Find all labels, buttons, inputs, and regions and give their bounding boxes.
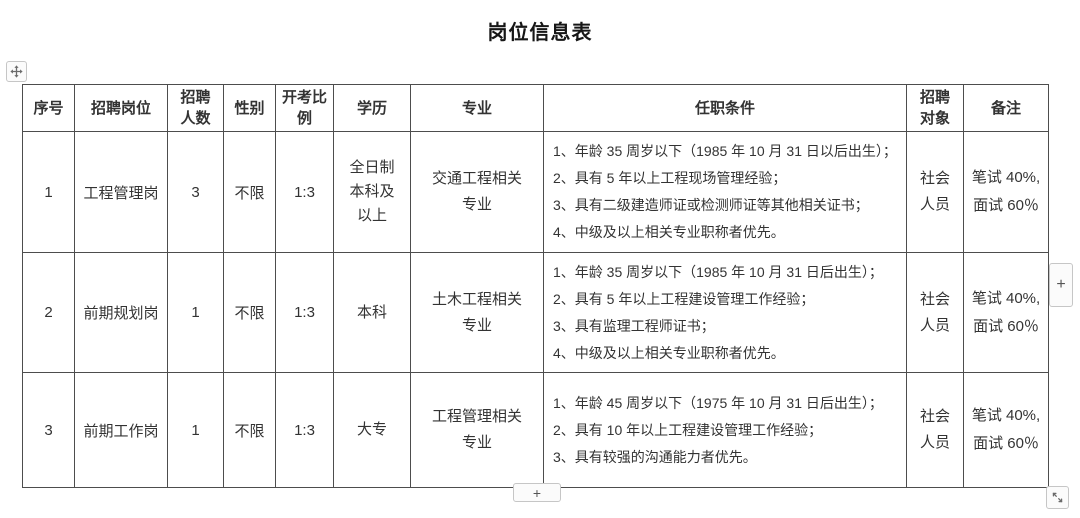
condition-line: 2、具有 5 年以上工程现场管理经验； (553, 170, 787, 186)
cell-position[interactable]: 前期工作岗 (74, 372, 168, 488)
cell-gender[interactable]: 不限 (223, 131, 276, 253)
page-title: 岗位信息表 (487, 22, 593, 44)
plus-icon: + (532, 484, 542, 501)
table-row: 2 前期规划岗 1 不限 1:3 本科 土木工程相关专业 1、年龄 35 周岁以… (22, 252, 1049, 373)
header-target[interactable]: 招聘对象 (906, 84, 964, 132)
cell-major[interactable]: 工程管理相关专业 (410, 372, 544, 488)
header-major[interactable]: 专业 (410, 84, 544, 132)
header-ratio[interactable]: 开考比例 (275, 84, 334, 132)
cell-ratio[interactable]: 1:3 (275, 252, 334, 373)
cell-conditions[interactable]: 1、年龄 35 周岁以下（1985 年 10 月 31 日后出生）； 2、具有 … (543, 252, 907, 373)
cell-education[interactable]: 全日制本科及以上 (333, 131, 411, 253)
cell-seq[interactable]: 1 (22, 131, 75, 253)
cell-count[interactable]: 3 (167, 131, 224, 253)
cell-target[interactable]: 社会人员 (906, 252, 964, 373)
header-row: 序号 招聘岗位 招聘人数 性别 开考比例 学历 专业 任职条件 招聘对象 备注 (22, 84, 1049, 132)
cell-seq[interactable]: 2 (22, 252, 75, 373)
cell-major[interactable]: 交通工程相关专业 (410, 131, 544, 253)
cell-target[interactable]: 社会人员 (906, 131, 964, 253)
cell-major[interactable]: 土木工程相关专业 (410, 252, 544, 373)
cell-conditions[interactable]: 1、年龄 45 周岁以下（1975 年 10 月 31 日后出生）； 2、具有 … (543, 372, 907, 488)
header-position[interactable]: 招聘岗位 (74, 84, 168, 132)
diagonal-resize-icon (1051, 491, 1064, 504)
condition-line: 1、年龄 35 周岁以下（1985 年 10 月 31 日以后出生）； (553, 143, 897, 159)
cell-gender[interactable]: 不限 (223, 252, 276, 373)
table-resize-handle[interactable] (1046, 486, 1069, 509)
cell-conditions[interactable]: 1、年龄 35 周岁以下（1985 年 10 月 31 日以后出生）； 2、具有… (543, 131, 907, 253)
table-row: 3 前期工作岗 1 不限 1:3 大专 工程管理相关专业 1、年龄 45 周岁以… (22, 372, 1049, 488)
condition-line: 3、具有较强的沟通能力者优先。 (553, 448, 757, 465)
cell-education[interactable]: 本科 (333, 252, 411, 373)
header-seq[interactable]: 序号 (22, 84, 75, 132)
job-info-table: 序号 招聘岗位 招聘人数 性别 开考比例 学历 专业 任职条件 招聘对象 备注 … (22, 84, 1049, 488)
condition-line: 4、中级及以上相关专业职称者优先。 (553, 224, 785, 240)
add-column-button[interactable]: + (1049, 263, 1073, 307)
condition-line: 1、年龄 35 周岁以下（1985 年 10 月 31 日后出生）； (553, 263, 883, 280)
cell-note[interactable]: 笔试 40%, 面试 60％ (963, 131, 1049, 253)
move-cross-icon (10, 65, 23, 78)
table-row: 1 工程管理岗 3 不限 1:3 全日制本科及以上 交通工程相关专业 1、年龄 … (22, 131, 1049, 253)
header-count[interactable]: 招聘人数 (167, 84, 224, 132)
header-education[interactable]: 学历 (333, 84, 411, 132)
cell-target[interactable]: 社会人员 (906, 372, 964, 488)
cell-position[interactable]: 前期规划岗 (74, 252, 168, 373)
condition-line: 2、具有 10 年以上工程建设管理工作经验； (553, 421, 823, 438)
cell-note[interactable]: 笔试 40%, 面试 60％ (963, 252, 1049, 373)
cell-count[interactable]: 1 (167, 252, 224, 373)
cell-ratio[interactable]: 1:3 (275, 131, 334, 253)
cell-ratio[interactable]: 1:3 (275, 372, 334, 488)
condition-line: 2、具有 5 年以上工程建设管理工作经验； (553, 290, 815, 307)
condition-line: 1、年龄 45 周岁以下（1975 年 10 月 31 日后出生）； (553, 394, 883, 411)
condition-line: 3、具有监理工程师证书； (553, 317, 715, 334)
plus-icon: + (1056, 276, 1066, 293)
condition-line: 4、中级及以上相关专业职称者优先。 (553, 344, 785, 361)
cell-seq[interactable]: 3 (22, 372, 75, 488)
table-move-handle[interactable] (6, 61, 27, 82)
cell-note[interactable]: 笔试 40%, 面试 60％ (963, 372, 1049, 488)
header-conditions[interactable]: 任职条件 (543, 84, 907, 132)
cell-count[interactable]: 1 (167, 372, 224, 488)
header-notes[interactable]: 备注 (963, 84, 1049, 132)
add-row-button[interactable]: + (513, 483, 561, 502)
cell-position[interactable]: 工程管理岗 (74, 131, 168, 253)
cell-gender[interactable]: 不限 (223, 372, 276, 488)
cell-education[interactable]: 大专 (333, 372, 411, 488)
header-gender[interactable]: 性别 (223, 84, 276, 132)
condition-line: 3、具有二级建造师证或检测师证等其他相关证书； (553, 197, 869, 213)
